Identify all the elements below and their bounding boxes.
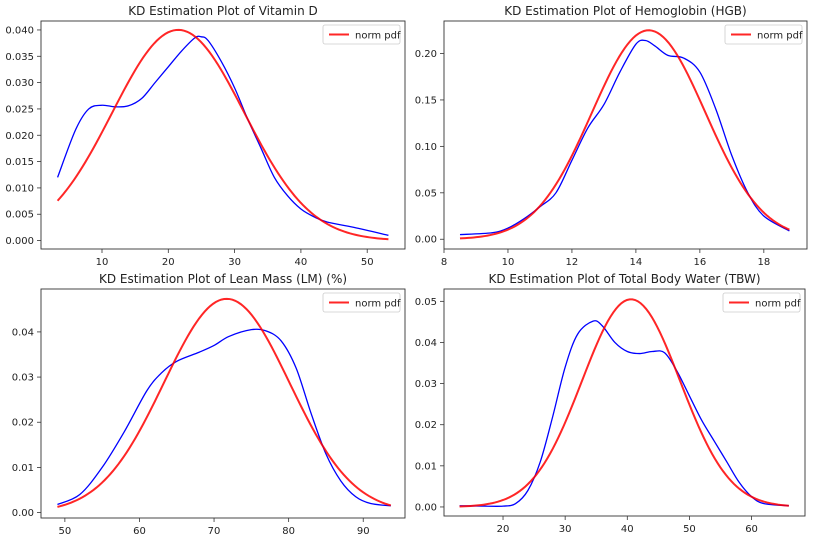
x-tick-label: 8	[441, 257, 447, 268]
legend: norm pdf	[322, 292, 401, 313]
legend-label: norm pdf	[755, 299, 801, 310]
x-tick-label: 40	[295, 257, 308, 268]
y-tick-label: 0.03	[12, 373, 34, 384]
x-tick-label: 40	[621, 524, 634, 535]
y-tick-label: 0.04	[12, 327, 34, 338]
x-tick-label: 30	[559, 524, 572, 535]
x-tick-label: 80	[282, 526, 295, 537]
y-tick-label: 0.005	[5, 210, 34, 221]
y-tick-label: 0.030	[5, 78, 34, 89]
legend-label: norm pdf	[757, 31, 803, 42]
x-tick-label: 60	[745, 524, 758, 535]
y-tick-label: 0.015	[5, 157, 34, 168]
legend-box	[722, 292, 801, 313]
x-tick-label: 60	[133, 526, 146, 537]
kde-line	[459, 320, 789, 507]
axes-frame	[443, 20, 808, 250]
x-tick-label: 16	[693, 257, 706, 268]
y-tick-label: 0.020	[5, 131, 34, 142]
y-tick-label: 0.02	[12, 418, 34, 429]
norm-pdf-line	[459, 29, 790, 240]
y-tick-label: 0.02	[415, 420, 437, 431]
x-tick-label: 50	[683, 524, 696, 535]
y-tick-label: 0.035	[5, 52, 34, 63]
plot-title: KD Estimation Plot of Hemoglobin (HGB)	[504, 4, 746, 18]
y-tick-label: 0.04	[415, 338, 437, 349]
y-tick-label: 0.01	[12, 463, 34, 474]
subplot-2: KD Estimation Plot of Hemoglobin (HGB) 8 1…	[415, 4, 808, 268]
kde-line	[56, 35, 389, 236]
norm-pdf-line	[56, 28, 389, 241]
axes-frame	[40, 20, 406, 250]
x-tick-label: 70	[208, 526, 221, 537]
legend-box	[322, 292, 401, 313]
y-tick-label: 0.00	[415, 235, 437, 246]
y-tick-label: 0.025	[5, 104, 34, 115]
legend-box	[724, 24, 803, 45]
x-tick-label: 20	[497, 524, 510, 535]
y-tick-label: 0.10	[415, 142, 437, 153]
y-tick-label: 0.000	[5, 236, 34, 247]
subplot-3: KD Estimation Plot of Lean Mass (LM) (%)…	[12, 272, 406, 537]
y-tick-label: 0.05	[415, 188, 437, 199]
plot-title: KD Estimation Plot of Lean Mass (LM) (%)	[99, 272, 347, 286]
y-tick-label: 0.03	[415, 379, 437, 390]
subplot-4: KD Estimation Plot of Total Body Water (…	[415, 272, 806, 535]
y-tick-label: 0.010	[5, 183, 34, 194]
axes-frame	[443, 288, 806, 517]
x-tick-label: 12	[566, 257, 579, 268]
x-tick-label: 90	[357, 526, 370, 537]
subplot-1: KD Estimation Plot of Vitamin D 10 20 30 40 5…	[5, 4, 406, 268]
y-tick-label: 0.05	[415, 297, 437, 308]
kde-line	[57, 328, 391, 507]
y-tick-label: 0.01	[415, 461, 437, 472]
x-tick-label: 18	[757, 257, 770, 268]
norm-pdf-line	[57, 297, 392, 508]
y-tick-label: 0.15	[415, 95, 437, 106]
x-tick-label: 50	[59, 526, 72, 537]
x-tick-label: 14	[630, 257, 643, 268]
legend: norm pdf	[722, 292, 801, 313]
y-tick-label: 0.00	[12, 508, 34, 519]
y-tick-label: 0.00	[415, 502, 437, 513]
x-tick-label: 50	[361, 257, 374, 268]
x-tick-label: 20	[162, 257, 175, 268]
x-tick-label: 10	[96, 257, 109, 268]
x-tick-label: 10	[502, 257, 515, 268]
kde-line	[459, 39, 790, 236]
axes-frame	[40, 288, 406, 519]
legend: norm pdf	[322, 24, 401, 45]
plot-title: KD Estimation Plot of Total Body Water (…	[488, 272, 760, 286]
plot-title: KD Estimation Plot of Vitamin D	[128, 4, 317, 18]
legend: norm pdf	[724, 24, 803, 45]
norm-pdf-line	[459, 298, 789, 508]
legend-box	[322, 24, 401, 45]
x-tick-label: 30	[228, 257, 241, 268]
legend-label: norm pdf	[355, 299, 401, 310]
y-tick-label: 0.20	[415, 49, 437, 60]
y-tick-label: 0.040	[5, 25, 34, 36]
legend-label: norm pdf	[355, 31, 401, 42]
